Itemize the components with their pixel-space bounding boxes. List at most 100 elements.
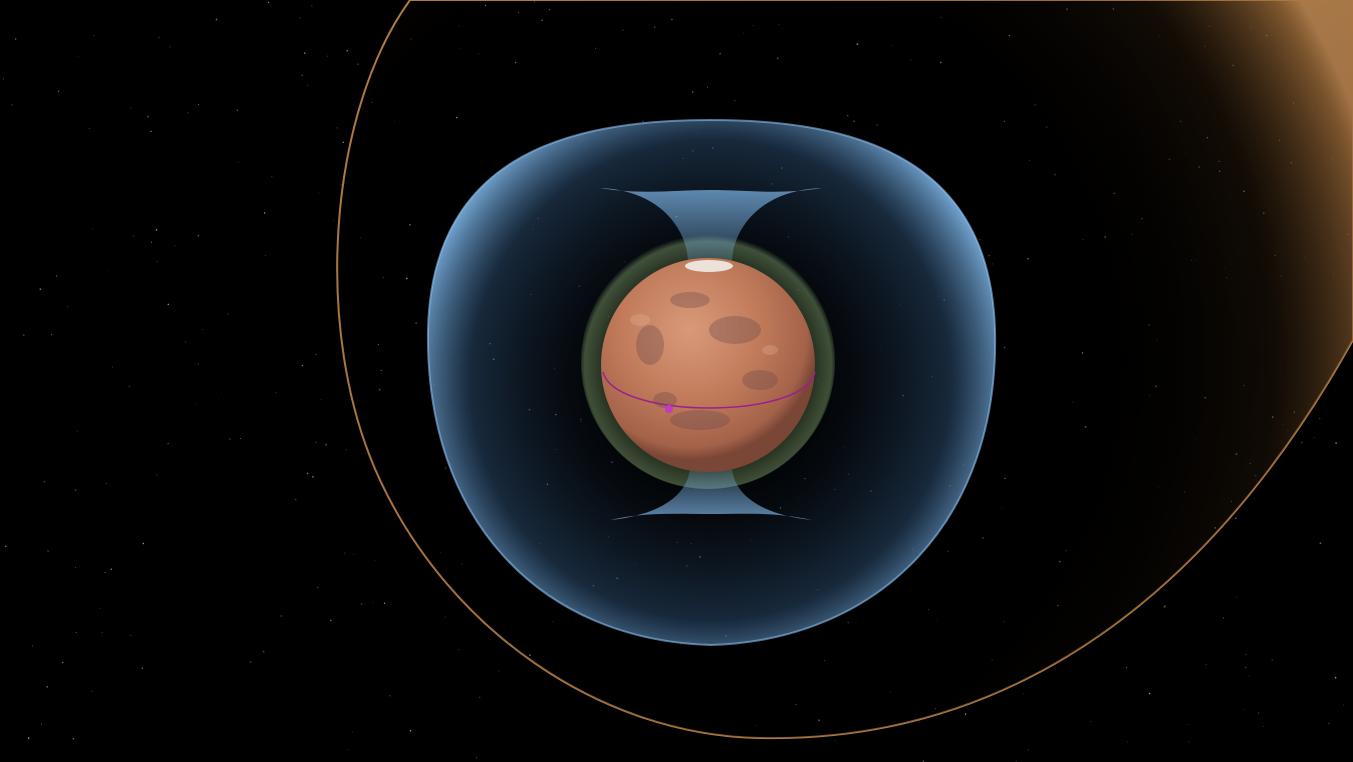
star	[46, 686, 48, 688]
star	[1244, 666, 1247, 669]
star	[23, 334, 25, 336]
star	[1148, 692, 1151, 695]
star	[1236, 596, 1238, 598]
star	[128, 385, 130, 387]
star	[227, 313, 229, 315]
star	[1205, 664, 1207, 665]
star	[195, 403, 197, 405]
star	[306, 472, 309, 475]
star	[346, 49, 349, 52]
star	[330, 619, 332, 622]
star	[374, 559, 376, 561]
star	[50, 334, 53, 336]
star	[1242, 709, 1244, 711]
star	[142, 542, 145, 545]
star	[475, 756, 478, 759]
star	[902, 725, 903, 727]
star	[268, 1, 270, 4]
star	[301, 364, 304, 367]
star	[318, 192, 320, 194]
star	[2, 78, 4, 80]
star	[1335, 442, 1337, 444]
star	[150, 130, 152, 133]
star	[275, 391, 277, 393]
star	[372, 602, 374, 603]
star	[72, 738, 75, 740]
star	[174, 245, 176, 247]
star	[1271, 659, 1273, 661]
star	[326, 55, 328, 57]
star	[498, 670, 500, 672]
star	[202, 328, 203, 330]
star	[141, 667, 144, 669]
star	[58, 90, 60, 92]
star	[1319, 418, 1321, 420]
star	[1343, 704, 1345, 706]
star	[43, 480, 46, 483]
star	[1263, 726, 1265, 727]
star	[271, 176, 273, 178]
star	[301, 74, 303, 77]
star	[316, 586, 319, 589]
star	[158, 37, 160, 39]
star	[1223, 617, 1224, 619]
star	[167, 303, 170, 306]
star	[75, 567, 76, 568]
star	[265, 255, 266, 256]
star	[1245, 653, 1247, 656]
star	[147, 115, 149, 118]
star	[1313, 437, 1315, 439]
star	[1027, 749, 1029, 751]
star	[336, 127, 338, 129]
star	[312, 476, 314, 478]
star	[92, 228, 94, 230]
star	[1023, 693, 1024, 694]
star	[1125, 667, 1127, 669]
star	[99, 607, 101, 609]
star	[169, 46, 171, 48]
star	[353, 553, 355, 555]
star	[61, 661, 64, 664]
star	[1334, 676, 1337, 679]
star	[240, 438, 242, 440]
north-cusp	[600, 188, 822, 268]
star	[93, 35, 95, 37]
star	[295, 499, 297, 501]
star	[130, 107, 132, 109]
star	[263, 212, 266, 214]
star	[325, 443, 327, 446]
star	[75, 632, 77, 633]
star	[11, 104, 13, 106]
star	[1235, 517, 1237, 519]
star	[1188, 741, 1190, 743]
star	[479, 696, 481, 698]
star	[1015, 760, 1017, 762]
orbit-path	[602, 371, 816, 409]
mars-planet	[601, 258, 815, 472]
star	[112, 366, 113, 368]
star	[409, 729, 412, 732]
star	[1187, 723, 1189, 726]
star	[1163, 606, 1166, 608]
star	[351, 731, 353, 733]
star	[237, 161, 239, 163]
south-cusp	[610, 468, 812, 520]
star	[444, 616, 446, 618]
star	[74, 489, 77, 491]
polar-ice-cap	[685, 260, 733, 272]
star	[197, 234, 200, 237]
star	[1300, 441, 1303, 444]
star	[129, 634, 132, 637]
star	[155, 229, 158, 231]
star	[1164, 605, 1166, 607]
star	[167, 443, 169, 445]
star	[1319, 542, 1322, 545]
star	[342, 141, 345, 144]
star	[187, 112, 189, 114]
star	[41, 723, 42, 725]
star	[76, 431, 78, 433]
star	[340, 184, 342, 186]
star	[132, 235, 134, 237]
star	[303, 52, 306, 54]
